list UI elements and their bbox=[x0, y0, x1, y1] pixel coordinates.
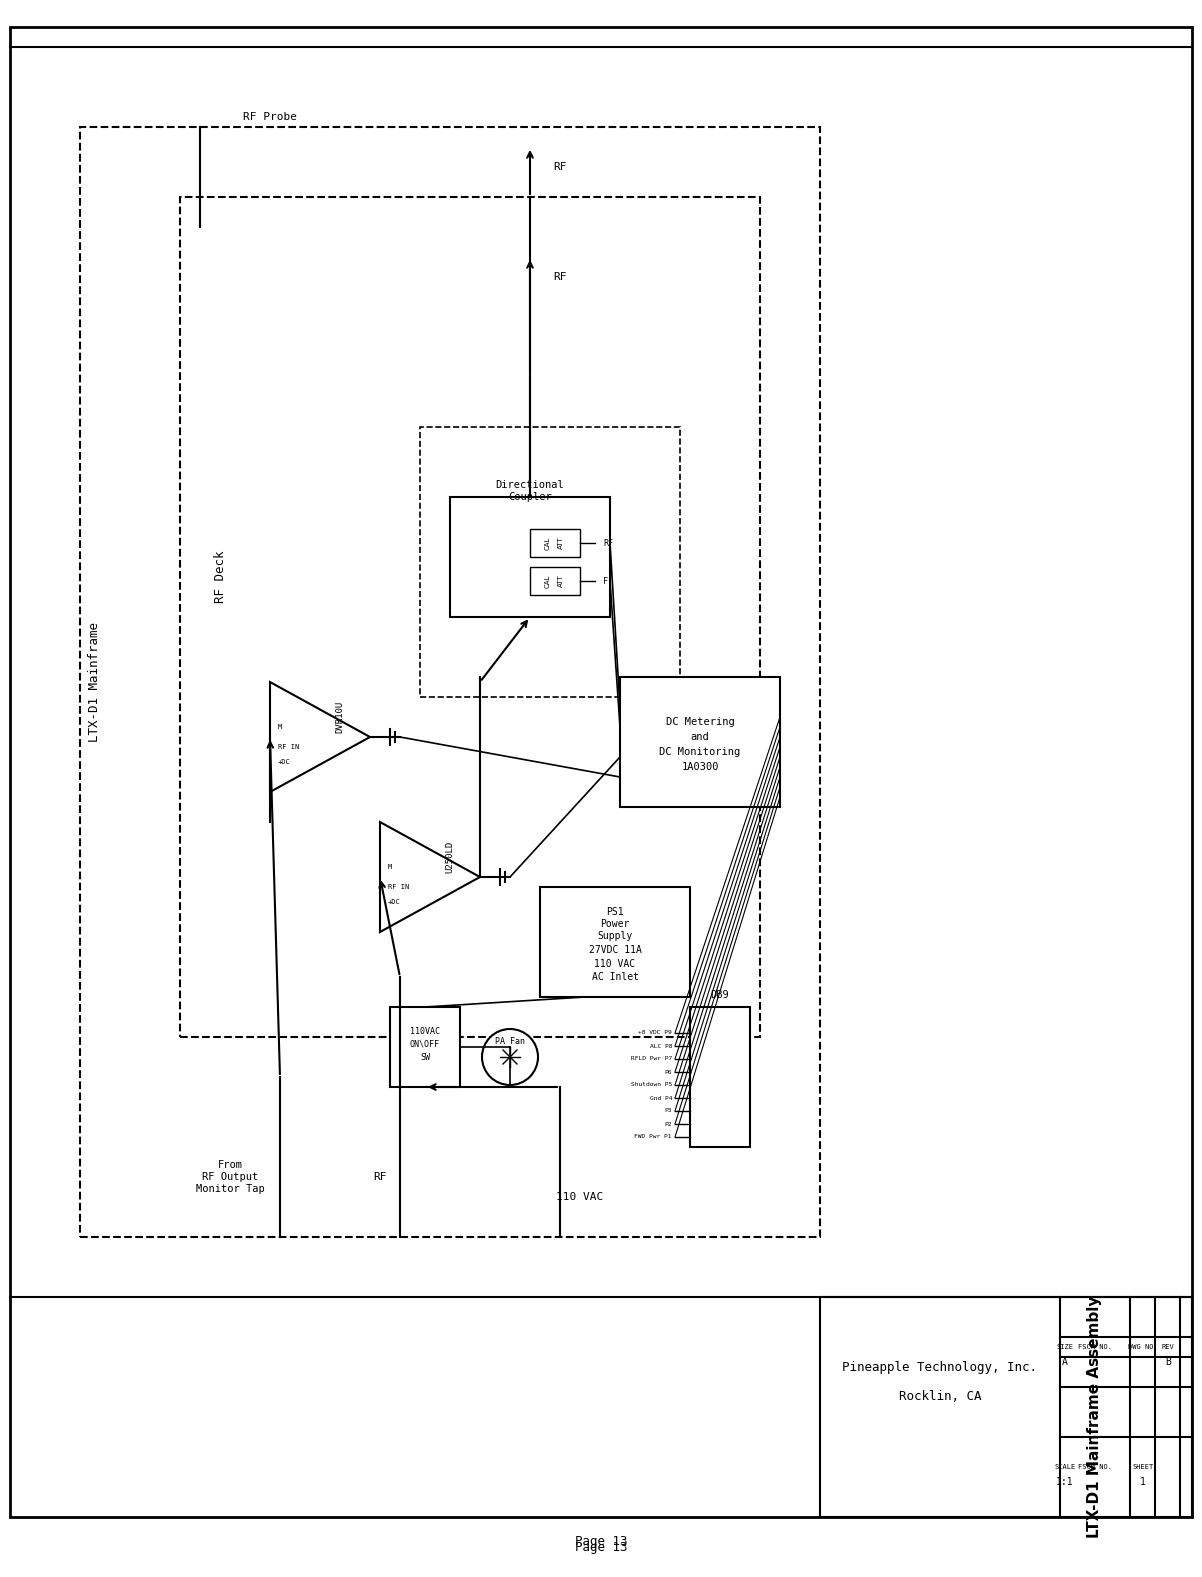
Bar bbox=[620, 677, 780, 807]
Polygon shape bbox=[270, 681, 370, 792]
Text: From
RF Output
Monitor Tap: From RF Output Monitor Tap bbox=[196, 1161, 264, 1194]
Text: 1: 1 bbox=[1139, 1478, 1146, 1487]
Text: RF: RF bbox=[553, 271, 567, 282]
Text: Rocklin, CA: Rocklin, CA bbox=[899, 1391, 981, 1404]
Text: Pineapple Technology, Inc.: Pineapple Technology, Inc. bbox=[843, 1361, 1037, 1374]
Text: DC Monitoring: DC Monitoring bbox=[660, 747, 740, 757]
Text: Power: Power bbox=[600, 919, 630, 929]
Text: Coupler: Coupler bbox=[508, 492, 552, 501]
Bar bbox=[389, 1008, 460, 1087]
Text: A: A bbox=[1063, 1356, 1067, 1367]
Text: RF Probe: RF Probe bbox=[243, 112, 297, 121]
Text: ON\OFF: ON\OFF bbox=[410, 1039, 440, 1049]
Text: 110 VAC: 110 VAC bbox=[557, 1192, 603, 1202]
Polygon shape bbox=[380, 822, 480, 932]
Circle shape bbox=[482, 1030, 538, 1085]
Text: ALC P8: ALC P8 bbox=[649, 1044, 672, 1049]
Text: Page 13: Page 13 bbox=[575, 1541, 627, 1553]
Text: U250LD: U250LD bbox=[446, 841, 454, 874]
Bar bbox=[450, 497, 609, 617]
Text: Supply: Supply bbox=[597, 930, 632, 941]
Text: B: B bbox=[1165, 1356, 1171, 1367]
Text: RF IN: RF IN bbox=[388, 885, 409, 889]
Text: PS1: PS1 bbox=[606, 907, 624, 916]
Bar bbox=[690, 1008, 750, 1146]
Text: 1:1: 1:1 bbox=[1057, 1478, 1073, 1487]
Text: DWG NO.: DWG NO. bbox=[1129, 1344, 1158, 1350]
Text: SHEET: SHEET bbox=[1132, 1463, 1154, 1470]
Text: SW: SW bbox=[419, 1052, 430, 1061]
Bar bbox=[419, 427, 680, 697]
Text: ATT: ATT bbox=[558, 574, 564, 587]
Text: SCALE: SCALE bbox=[1054, 1463, 1076, 1470]
Text: DVR10U: DVR10U bbox=[335, 700, 345, 733]
Text: F: F bbox=[603, 577, 608, 585]
Text: DC Metering: DC Metering bbox=[666, 718, 734, 727]
Text: LTX-D1 Mainframe Assembly: LTX-D1 Mainframe Assembly bbox=[1088, 1296, 1102, 1538]
Bar bbox=[530, 568, 581, 595]
Bar bbox=[820, 1296, 1192, 1517]
Text: M: M bbox=[388, 864, 392, 871]
Bar bbox=[180, 197, 760, 1038]
Text: LTX-D1 Mainframe: LTX-D1 Mainframe bbox=[89, 621, 101, 743]
Text: +DC: +DC bbox=[388, 899, 400, 905]
Text: and: and bbox=[691, 732, 709, 743]
Text: P2: P2 bbox=[665, 1121, 672, 1126]
Text: AC Inlet: AC Inlet bbox=[591, 971, 638, 982]
Text: RF IN: RF IN bbox=[278, 744, 299, 751]
Text: FWD Pwr P1: FWD Pwr P1 bbox=[635, 1134, 672, 1140]
Text: RF: RF bbox=[374, 1172, 387, 1183]
Text: FSCM NO.: FSCM NO. bbox=[1078, 1344, 1112, 1350]
Text: RF: RF bbox=[603, 538, 613, 547]
Text: Gnd P4: Gnd P4 bbox=[649, 1096, 672, 1101]
Bar bbox=[530, 528, 581, 557]
Text: Shutdown P5: Shutdown P5 bbox=[631, 1082, 672, 1088]
Bar bbox=[540, 886, 690, 997]
Text: Page 13: Page 13 bbox=[575, 1536, 627, 1549]
Text: M: M bbox=[278, 724, 282, 730]
Text: RFLD Pwr P7: RFLD Pwr P7 bbox=[631, 1057, 672, 1061]
Text: REV: REV bbox=[1161, 1344, 1174, 1350]
Text: P6: P6 bbox=[665, 1069, 672, 1074]
Text: FSCM NO.: FSCM NO. bbox=[1078, 1463, 1112, 1470]
Text: 27VDC 11A: 27VDC 11A bbox=[589, 945, 642, 956]
Text: RF Deck: RF Deck bbox=[214, 550, 226, 604]
Bar bbox=[81, 128, 820, 1236]
Text: 110 VAC: 110 VAC bbox=[595, 959, 636, 968]
Text: +8 VDC P9: +8 VDC P9 bbox=[638, 1030, 672, 1036]
Text: 110VAC: 110VAC bbox=[410, 1028, 440, 1036]
Text: ATT: ATT bbox=[558, 536, 564, 549]
Text: PA Fan: PA Fan bbox=[495, 1038, 525, 1047]
Text: DB9: DB9 bbox=[710, 990, 730, 1000]
Text: +DC: +DC bbox=[278, 759, 291, 765]
Text: RF: RF bbox=[553, 162, 567, 172]
Text: CAL: CAL bbox=[545, 574, 551, 588]
Text: 1A0300: 1A0300 bbox=[682, 762, 719, 773]
Text: Directional: Directional bbox=[495, 479, 565, 490]
Text: CAL: CAL bbox=[545, 536, 551, 550]
Text: P3: P3 bbox=[665, 1109, 672, 1113]
Text: SIZE: SIZE bbox=[1057, 1344, 1073, 1350]
